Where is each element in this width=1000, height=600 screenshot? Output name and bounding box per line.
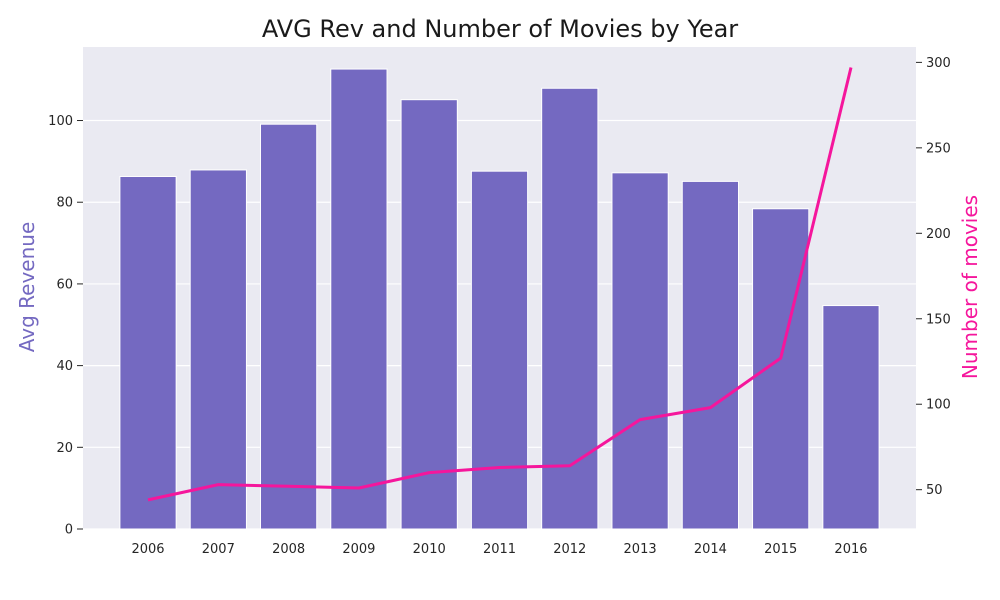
y-tick-label: 0 <box>65 523 73 538</box>
x-tick-label: 2013 <box>624 542 657 557</box>
bar <box>189 169 247 530</box>
y-tick-label: 80 <box>56 196 73 211</box>
y-tick-label: 40 <box>56 359 73 374</box>
bar <box>541 87 599 530</box>
y-right-tick-label: 300 <box>926 56 951 71</box>
x-tick-label: 2008 <box>272 542 305 557</box>
x-axis-ticks: 2006 2007 2008 2009 2010 2011 2012 2013 2014 2015… <box>131 542 867 557</box>
bar <box>259 123 318 530</box>
bar <box>400 99 458 530</box>
y-right-tick-label: 250 <box>926 141 951 156</box>
y-tick-label: 20 <box>56 441 73 456</box>
y-axis-label-left: Avg Revenue <box>15 222 39 353</box>
y-right-tick-label: 50 <box>926 483 943 498</box>
x-tick-label: 2012 <box>553 542 586 557</box>
bar <box>822 305 880 530</box>
x-tick-label: 2014 <box>694 542 727 557</box>
right-axis-ticks: 50 100 150 200 250 300 <box>916 56 951 498</box>
x-tick-label: 2011 <box>483 542 516 557</box>
bar <box>681 180 740 530</box>
bar <box>470 170 529 530</box>
x-tick-label: 2006 <box>131 542 164 557</box>
y-axis-label-right: Number of movies <box>958 195 982 379</box>
left-axis-ticks: 0 20 40 60 80 100 <box>48 114 83 538</box>
bar <box>752 208 810 530</box>
y-tick-label: 60 <box>56 277 73 292</box>
x-tick-label: 2016 <box>834 542 867 557</box>
y-right-tick-label: 200 <box>926 227 951 242</box>
bars <box>119 68 880 530</box>
x-tick-label: 2010 <box>413 542 446 557</box>
y-right-tick-label: 150 <box>926 312 951 327</box>
bar <box>330 68 388 530</box>
chart-title: AVG Rev and Number of Movies by Year <box>262 15 738 43</box>
count-line-path <box>147 67 853 502</box>
bar <box>119 175 177 530</box>
y-tick-label: 100 <box>48 114 73 129</box>
bar <box>611 172 669 530</box>
x-tick-label: 2009 <box>342 542 375 557</box>
y-right-tick-label: 100 <box>926 398 951 413</box>
count-line <box>147 67 853 502</box>
x-tick-label: 2015 <box>764 542 797 557</box>
x-tick-label: 2007 <box>202 542 235 557</box>
